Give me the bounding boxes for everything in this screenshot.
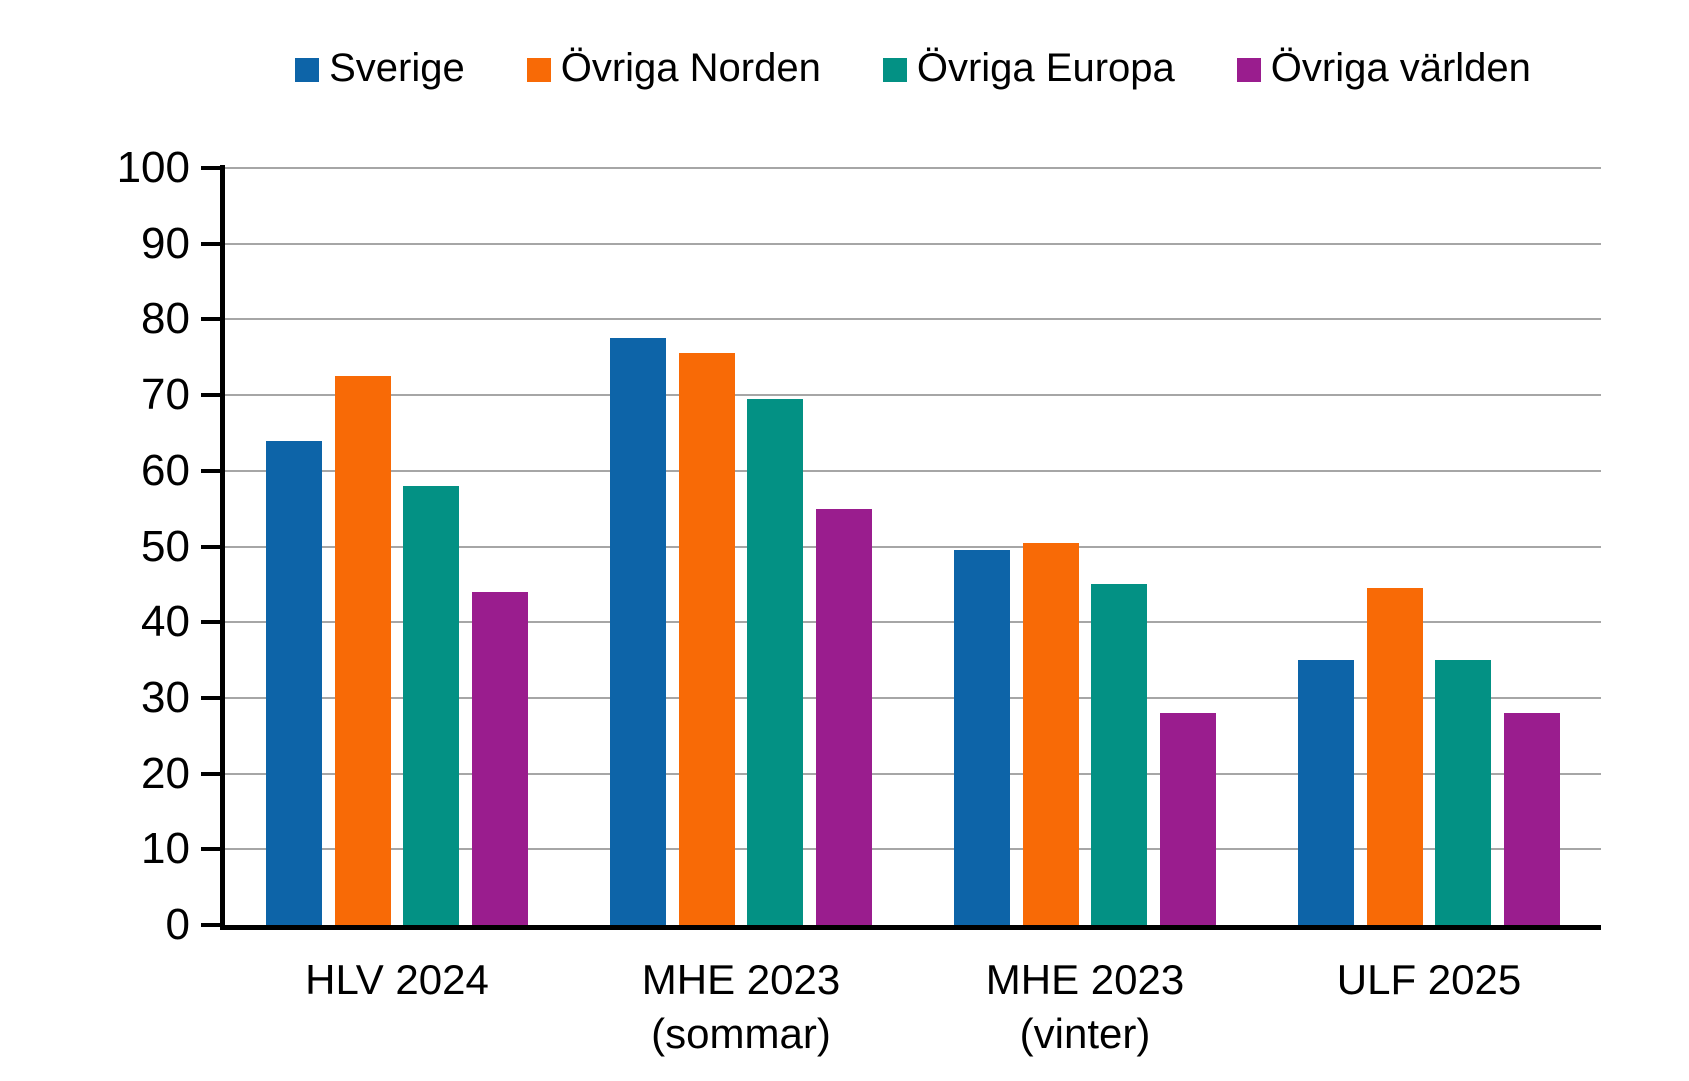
x-axis-category-label: MHE 2023 (sommar) [641,956,841,1057]
legend-label: Sverige [329,46,465,90]
bar-övriga-norden-3 [1022,542,1079,925]
bar-övriga-europa-1 [403,485,460,925]
bar-övriga-världen-3 [1160,713,1217,925]
bar-övriga-norden-2 [678,353,735,925]
legend-label: Övriga världen [1270,46,1531,90]
bar-sverige-2 [609,338,666,925]
chart-legend: Sverige Övriga Norden Övriga Europa Övriga … [225,40,1601,100]
x-axis-category-label: ULF 2025 [1336,956,1522,1003]
y-axis-tick [201,241,220,246]
legend-item-övriga-världen: Övriga världen [1236,46,1531,92]
y-axis-tick [201,923,220,927]
legend-swatch-icon [1236,58,1261,82]
gridline [225,167,1601,169]
y-axis-tick [201,847,220,852]
bar-övriga-världen-4 [1504,713,1561,925]
bar-övriga-europa-4 [1435,660,1492,925]
bar-övriga-norden-1 [334,376,391,925]
y-axis-tick-label: 30 [141,672,190,722]
bar-övriga-europa-2 [747,398,804,925]
bar-övriga-europa-3 [1091,584,1148,925]
y-axis-tick [201,771,220,776]
x-axis-category-label: HLV 2024 [305,956,489,1003]
gridline [225,394,1601,397]
y-axis-tick-label: 100 [116,143,190,192]
y-axis-tick-label: 80 [141,294,190,344]
legend-swatch-icon [882,58,907,82]
y-axis-tick-label: 10 [141,824,190,874]
bar-övriga-världen-2 [816,508,873,925]
y-axis-tick-label: 50 [141,521,190,571]
y-axis-tick-label: 90 [141,218,190,268]
legend-item-sverige: Sverige [295,48,465,92]
gridline [225,696,1601,699]
bar-övriga-norden-4 [1366,588,1423,925]
bar-sverige-4 [1297,660,1354,925]
legend-swatch-icon [526,58,551,82]
x-axis-category-label: MHE 2023 (vinter) [985,956,1185,1057]
y-axis-tick-label: 0 [165,900,190,949]
gridline [225,242,1601,245]
gridline [225,772,1601,775]
bar-sverige-3 [953,550,1010,925]
y-axis-tick [201,695,220,700]
legend-label: Övriga Europa [916,46,1175,90]
y-axis-tick-label: 40 [141,597,190,647]
gridline [225,545,1601,548]
legend-swatch-icon [295,58,320,82]
y-axis-tick [201,620,220,625]
gridline [225,469,1601,472]
y-axis-tick-label: 20 [141,748,190,798]
y-axis-tick-label: 70 [141,370,190,420]
y-axis-tick [201,393,220,398]
y-axis-tick-label: 60 [141,445,190,495]
legend-item-övriga-norden: Övriga Norden [526,46,821,92]
bar-sverige-1 [265,440,322,925]
gridline [225,318,1601,321]
y-axis-tick [201,317,220,322]
x-axis-line [220,925,1601,930]
y-axis-tick [201,166,220,170]
y-axis-tick [201,468,220,473]
y-axis-tick [201,544,220,549]
legend-label: Övriga Norden [560,46,821,90]
gridline [225,848,1601,851]
gridline [225,621,1601,624]
y-axis-line [220,165,225,930]
legend-item-övriga-europa: Övriga Europa [882,46,1175,92]
bar-övriga-världen-1 [472,591,529,925]
